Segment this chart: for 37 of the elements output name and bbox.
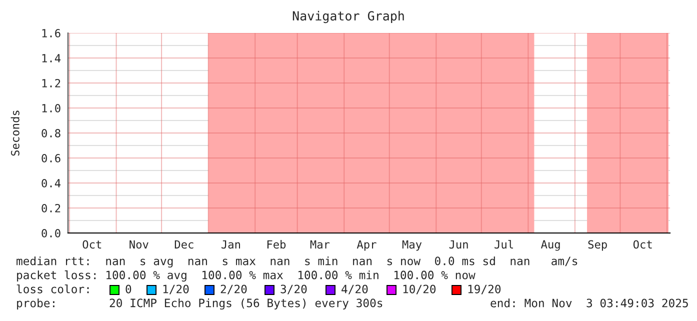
text: 19/20 bbox=[468, 284, 501, 294]
text: end: Mon Nov 3 03:49:03 2025 bbox=[490, 298, 688, 308]
x-tick-label: May bbox=[402, 240, 422, 251]
x-tick-label: Jun bbox=[449, 240, 468, 249]
x-tick-label: Dec bbox=[174, 240, 194, 249]
x-tick-label: Oct bbox=[633, 240, 652, 249]
y-tick-label: 1.6 bbox=[42, 29, 60, 38]
text: loss color: bbox=[16, 284, 89, 294]
x-tick-label: Oct bbox=[82, 240, 102, 249]
x-tick-label: Apr bbox=[356, 240, 376, 251]
text: probe: bbox=[17, 298, 54, 310]
text: 20 ICMP Echo Pings (56 Bytes) every 300s bbox=[110, 298, 382, 310]
x-tick-label: Jan bbox=[222, 240, 240, 249]
y-tick-label: 0.6 bbox=[42, 154, 60, 162]
chart-title: Navigator Graph bbox=[292, 10, 404, 24]
y-tick-label: 0.8 bbox=[42, 129, 60, 138]
y-tick-label: 0.4 bbox=[42, 179, 61, 188]
x-tick-label: Aug bbox=[540, 240, 560, 251]
y-tick-label: 1.0 bbox=[42, 104, 60, 112]
text: 3/20 bbox=[280, 284, 307, 294]
x-tick-label: Mar bbox=[310, 240, 330, 249]
text: 2/20 bbox=[220, 284, 247, 294]
text: 1/20 bbox=[163, 284, 189, 294]
text: 0 bbox=[126, 284, 132, 294]
x-tick-label: Nov bbox=[130, 240, 148, 249]
y-tick-label: 0.2 bbox=[42, 204, 60, 212]
y-tick-label: 1.2 bbox=[42, 79, 60, 88]
x-tick-label: Feb bbox=[267, 240, 286, 249]
text: 10/20 bbox=[403, 284, 436, 294]
y-tick-label: 0.0 bbox=[42, 229, 60, 238]
y-tick-label: 1.4 bbox=[42, 54, 61, 62]
text: packet loss: 100.00 % avg 100.00 % max 100.00 % min 100.00 % now bbox=[17, 270, 476, 282]
y-axis-title: Seconds bbox=[10, 110, 20, 156]
x-tick-label: Jul bbox=[494, 240, 513, 249]
text: median rtt: nan s avg nan s max nan s min nan s now 0.0 ms sd nan am/s bbox=[16, 256, 578, 268]
text: 4/20 bbox=[342, 284, 368, 294]
x-tick-label: Sep bbox=[588, 240, 607, 251]
